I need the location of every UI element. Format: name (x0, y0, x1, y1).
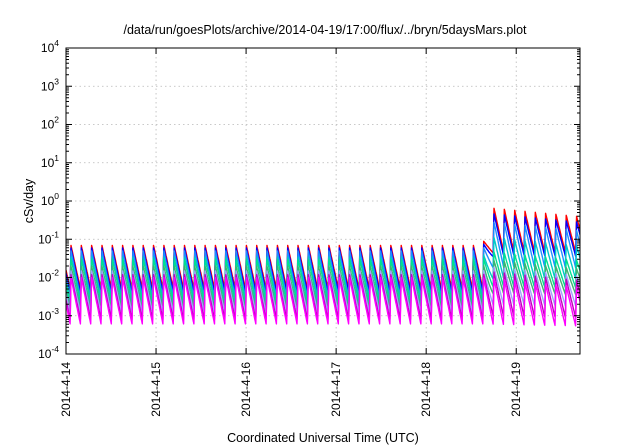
y-tick-label: 103 (41, 76, 59, 93)
y-tick-label: 100 (41, 191, 59, 208)
series-line-3 (66, 221, 580, 298)
x-tick-label: 2014-4-19 (509, 362, 523, 417)
x-tick-label: 2014-4-18 (419, 362, 433, 417)
x-tick-label: 2014-4-14 (59, 362, 73, 417)
x-axis: 2014-4-14 2014-4-15 2014-4-16 2014-4-17 2014… (59, 48, 523, 417)
grid-lines (65, 48, 580, 354)
y-tick-label: 10-1 (38, 229, 59, 246)
y-axis: 10-4 10-3 10-2 10-1 100 101 102 103 104 (38, 38, 580, 361)
series-line-8 (66, 271, 580, 320)
series-line-5 (66, 251, 580, 301)
y-tick-label: 10-4 (38, 344, 59, 361)
y-tick-label: 10-2 (38, 268, 59, 285)
x-axis-label: Coordinated Universal Time (UTC) (227, 431, 419, 445)
chart-title: /data/run/goesPlots/archive/2014-04-19/1… (123, 23, 527, 37)
y-axis-label: cSv/day (22, 178, 36, 223)
x-tick-label: 2014-4-17 (329, 362, 343, 417)
y-tick-label: 104 (41, 38, 59, 55)
y-tick-label: 102 (41, 115, 59, 132)
data-series-group (66, 207, 580, 327)
series-line-7 (66, 266, 580, 314)
y-tick-label: 10-3 (38, 306, 59, 323)
x-tick-label: 2014-4-16 (239, 362, 253, 417)
series-line-9 (66, 277, 580, 327)
series-line-2 (66, 213, 580, 294)
series-line-6 (66, 259, 580, 310)
x-tick-label: 2014-4-15 (149, 362, 163, 417)
y-tick-label: 101 (41, 153, 59, 170)
